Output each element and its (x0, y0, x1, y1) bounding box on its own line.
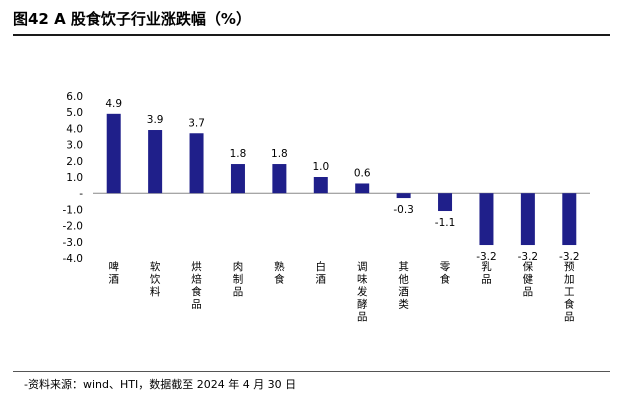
bar (148, 130, 163, 194)
category-label: 肉制品 (233, 260, 244, 298)
data-label: -1.1 (435, 217, 456, 229)
y-tick-label: -1.0 (63, 204, 84, 216)
y-tick-label: 3.0 (66, 140, 83, 152)
y-tick-label: 1.0 (66, 172, 83, 184)
figure-title: 图42 A 股食饮子行业涨跌幅（%） (13, 10, 251, 28)
data-label: 1.8 (271, 148, 288, 160)
data-label: -3.2 (476, 251, 497, 263)
category-label: 乳品 (481, 260, 492, 286)
bar (230, 164, 245, 194)
title-rule (13, 34, 610, 36)
category-label: 零食 (440, 261, 451, 286)
category-label: 调味发酵品 (357, 261, 368, 323)
bar (355, 183, 370, 194)
category-label: 保健品 (523, 260, 534, 298)
y-tick-label: -4.0 (63, 253, 84, 265)
category-label: 烘焙食品 (191, 261, 202, 311)
y-tick-label: 4.0 (66, 123, 83, 135)
y-tick-label: 6.0 (66, 91, 83, 103)
category-label: 软饮料 (150, 260, 161, 298)
y-tick-label: - (79, 188, 83, 200)
bar (438, 193, 453, 212)
y-tick-label: 2.0 (66, 156, 83, 168)
bar (272, 164, 287, 194)
bar (562, 193, 577, 246)
category-label: 白酒 (316, 260, 327, 286)
data-label: 3.9 (147, 114, 164, 126)
y-tick-label: 5.0 (66, 107, 83, 119)
category-label: 熟食 (274, 260, 285, 286)
category-label: 预加工食品 (564, 261, 575, 323)
data-label: 1.0 (312, 161, 329, 173)
bar (313, 177, 328, 194)
data-label: -0.3 (393, 204, 414, 216)
bar (479, 193, 494, 246)
data-label: 0.6 (354, 167, 371, 179)
bar (106, 113, 121, 194)
y-tick-label: -3.0 (63, 237, 84, 249)
category-label: 啤酒 (108, 261, 119, 286)
bar (189, 133, 204, 194)
category-label: 其他酒类 (398, 261, 409, 311)
bar (396, 193, 411, 199)
data-label: -3.2 (559, 251, 580, 263)
y-tick-label: -2.0 (63, 221, 84, 233)
source-note: -资料来源：wind、HTI，数据截至 2024 年 4 月 30 日 (24, 378, 297, 391)
data-label: 1.8 (230, 148, 247, 160)
bar (520, 193, 535, 246)
data-label: 3.7 (188, 117, 205, 129)
data-label: -3.2 (518, 251, 539, 263)
footer-rule (13, 371, 610, 372)
data-label: 4.9 (105, 98, 122, 110)
